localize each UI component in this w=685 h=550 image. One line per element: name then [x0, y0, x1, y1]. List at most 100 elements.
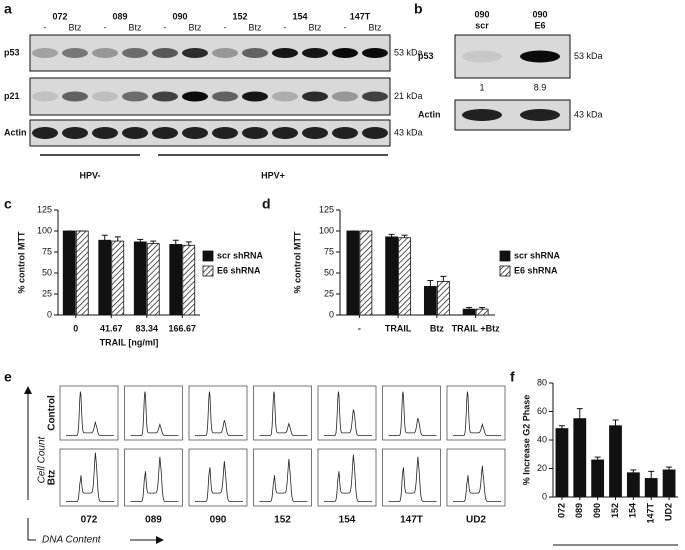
bar [662, 469, 676, 498]
histogram [388, 391, 437, 436]
y-tick-label: 25 [324, 288, 334, 298]
y-tick-label: 0 [47, 309, 52, 319]
histogram-frame [382, 385, 441, 441]
bar [398, 237, 412, 316]
histogram [195, 391, 243, 436]
y-tick-label: 125 [37, 204, 52, 214]
y-tick-label: 75 [42, 246, 52, 256]
cell-line-label: 090 [172, 11, 187, 21]
x-tick-label: 152 [610, 503, 620, 518]
error-bar [172, 239, 179, 245]
y-tick-label: 100 [37, 225, 52, 235]
bar [573, 418, 587, 498]
band [32, 127, 58, 139]
treatment-label: - [44, 22, 47, 32]
bar [462, 308, 476, 316]
y-axis-title: % Increase G2 Phase [521, 395, 531, 486]
size-label: 53 kDa [394, 47, 423, 57]
cell-line-label: 090 [210, 515, 227, 526]
band [212, 91, 238, 102]
axis-title: Cell Count [37, 435, 48, 483]
panel-letter: d [262, 196, 271, 212]
histogram [130, 456, 179, 502]
cell-line-label: 072 [81, 515, 98, 526]
bar [555, 428, 569, 498]
group-label: HPV- [79, 170, 100, 180]
y-tick-label: 0 [329, 309, 334, 319]
bar [146, 243, 160, 316]
error-bar [137, 238, 144, 242]
quantification: 1 [479, 82, 484, 92]
bar [644, 478, 658, 498]
histogram [324, 391, 372, 436]
x-tick-label: Btz [430, 323, 444, 333]
cell-line-label: 089 [145, 515, 162, 526]
y-tick-label: 60 [537, 406, 547, 416]
lane-condition: E6 [534, 20, 545, 30]
band [152, 127, 178, 139]
error-bar [440, 275, 447, 282]
x-tick-label: 089 [574, 503, 584, 518]
y-tick-label: 0 [542, 491, 547, 501]
error-bar [401, 234, 408, 238]
histogram [324, 454, 372, 502]
x-tick-label: TRAIL +Btz [452, 323, 501, 333]
condition-label: Btz [47, 470, 58, 486]
histogram-frame [317, 448, 377, 507]
band [272, 91, 298, 102]
legend-label: scr shRNA [217, 250, 264, 260]
band [212, 127, 238, 139]
histogram-frame [446, 385, 506, 441]
band [272, 127, 298, 139]
histogram [453, 391, 501, 436]
bar [133, 241, 147, 316]
band [362, 91, 388, 102]
cell-line-label: 152 [274, 515, 291, 526]
error-bar [185, 241, 192, 246]
cell-line-label: 072 [52, 11, 67, 21]
error-bar [388, 233, 395, 237]
band [212, 48, 238, 58]
bar [182, 244, 196, 316]
blot [29, 77, 391, 116]
x-tick-label: 166.67 [168, 323, 196, 333]
bar [75, 230, 89, 316]
group-label: HPV+ [261, 170, 285, 180]
error-bar [576, 408, 583, 419]
band [302, 91, 328, 102]
error-bar [101, 234, 108, 241]
error-bar [427, 280, 434, 287]
y-tick-label: 125 [319, 204, 334, 214]
cell-line-label: 147T [400, 515, 423, 526]
treatment-label: - [104, 22, 107, 32]
band [242, 91, 268, 102]
error-bar [558, 425, 565, 429]
x-tick-label: 154 [628, 503, 638, 518]
band [272, 48, 298, 58]
band [92, 48, 118, 58]
error-bar [114, 236, 121, 242]
band [62, 127, 88, 139]
x-tick-label: 41.67 [100, 323, 123, 333]
error-bar [479, 306, 486, 310]
panel-letter: a [4, 1, 12, 17]
histogram-frame [188, 385, 248, 441]
band [152, 91, 178, 102]
histogram [66, 452, 114, 502]
x-tick-label: 0 [73, 323, 78, 333]
error-bar [666, 466, 673, 470]
histogram-frame [253, 448, 312, 507]
bar [98, 239, 112, 316]
y-axis-title: % control MTT [16, 231, 26, 293]
treatment-label: Btz [188, 22, 202, 32]
size-label: 43 kDa [574, 109, 603, 119]
x-tick-label: 83.34 [135, 323, 158, 333]
x-tick-label: UD2 [663, 503, 673, 521]
histogram-frame [253, 385, 312, 441]
error-bar [630, 469, 637, 473]
lane-line: 090 [532, 9, 547, 19]
bar [626, 472, 640, 498]
row-label: p21 [4, 91, 20, 101]
histogram-frame [188, 448, 248, 507]
x-tick-label: 147T [646, 502, 656, 523]
